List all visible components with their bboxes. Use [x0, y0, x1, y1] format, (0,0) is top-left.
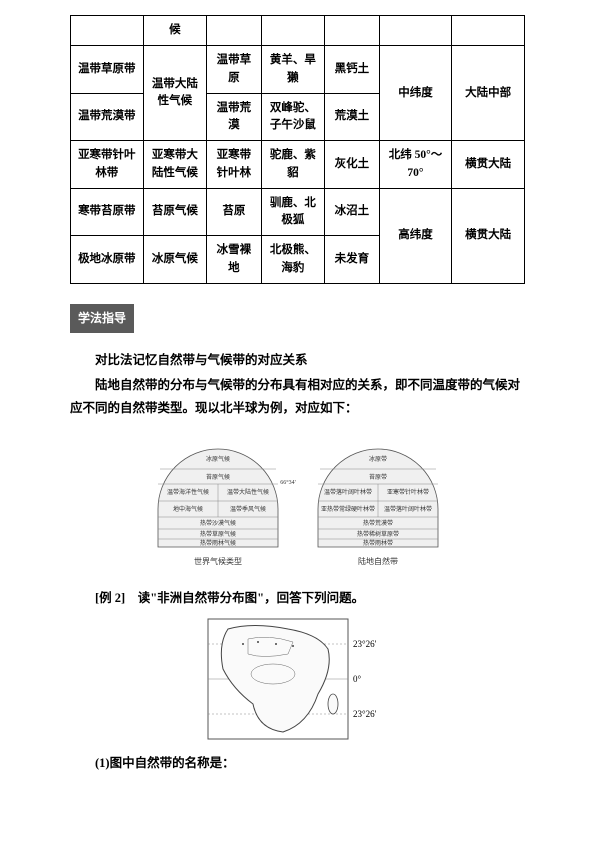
- svg-text:0°: 0°: [353, 674, 362, 684]
- subtitle: 对比法记忆自然带与气候带的对应关系: [70, 349, 525, 368]
- natural-zone-table: 候 温带草原带 温带大陆性气候 温带草原 黄羊、旱獭 黑钙土 中纬度 大陆中部 …: [70, 15, 525, 284]
- table-cell: 驯鹿、北极狐: [261, 188, 325, 236]
- svg-text:温带落叶阔叶林带: 温带落叶阔叶林带: [323, 488, 371, 496]
- example-title: [例 2] 读"非洲自然带分布图"，回答下列问题。: [70, 587, 525, 606]
- table-cell: 寒带苔原带: [71, 188, 144, 236]
- table-cell: 驼鹿、紫貂: [261, 141, 325, 189]
- table-cell: 温带荒漠带: [71, 93, 144, 141]
- svg-text:冰原带: 冰原带: [368, 455, 386, 463]
- svg-text:热带草原气候: 热带草原气候: [199, 530, 235, 538]
- table-cell: 黄羊、旱獭: [261, 46, 325, 94]
- paragraph: 陆地自然带的分布与气候带的分布具有相对应的关系，即不同温度带的气候对应不同的自然…: [70, 374, 525, 422]
- table-cell: 中纬度: [379, 46, 452, 141]
- table-cell: 高纬度: [379, 188, 452, 283]
- table-cell: 横贯大陆: [452, 188, 525, 283]
- svg-text:冰原气候: 冰原气候: [205, 455, 229, 463]
- svg-text:66°34': 66°34': [280, 479, 295, 486]
- svg-text:地中海气候: 地中海气候: [172, 505, 202, 513]
- svg-text:亚热带常绿硬叶林带: 亚热带常绿硬叶林带: [320, 505, 374, 513]
- table-cell: 冰沼土: [325, 188, 379, 236]
- table-cell: 北纬 50°～70°: [379, 141, 452, 189]
- table-cell: 双峰驼、子午沙鼠: [261, 93, 325, 141]
- table-cell: 亚寒带针叶林带: [71, 141, 144, 189]
- svg-text:苔原带: 苔原带: [368, 473, 386, 481]
- climate-zone-diagram: 冰原气候 苔原气候 温带海洋性气候 温带大陆性气候 地中海气候 温带季风气候 热…: [138, 429, 458, 579]
- svg-text:热带雨林气候: 热带雨林气候: [199, 539, 235, 547]
- svg-text:温带海洋性气候: 温带海洋性气候: [166, 488, 208, 496]
- table-cell: 冰雪裸地: [207, 236, 261, 284]
- table-cell: 未发育: [325, 236, 379, 284]
- svg-text:温带大陆性气候: 温带大陆性气候: [226, 488, 268, 496]
- table-cell: 温带荒漠: [207, 93, 261, 141]
- table-cell: 温带大陆性气候: [143, 46, 207, 141]
- table-cell: 冰原气候: [143, 236, 207, 284]
- question-1: (1)图中自然带的名称是：: [70, 752, 525, 771]
- cell-empty: [71, 16, 144, 46]
- table-cell: 大陆中部: [452, 46, 525, 141]
- svg-text:23°26': 23°26': [353, 639, 377, 649]
- table-cell: 温带草原: [207, 46, 261, 94]
- svg-text:热带雨林带: 热带雨林带: [362, 539, 392, 547]
- africa-map: 23°26' 0° 23°26': [198, 614, 398, 744]
- svg-text:热带荒漠带: 热带荒漠带: [362, 519, 392, 527]
- table-cell: 灰化土: [325, 141, 379, 189]
- table-cell: 荒漠土: [325, 93, 379, 141]
- table-cell: 亚寒带大陆性气候: [143, 141, 207, 189]
- table-cell: 极地冰原带: [71, 236, 144, 284]
- method-badge: 学法指导: [70, 304, 134, 333]
- table-cell: 亚寒带针叶林: [207, 141, 261, 189]
- table-cell: 黑钙土: [325, 46, 379, 94]
- table-cell: 横贯大陆: [452, 141, 525, 189]
- svg-text:世界气候类型: 世界气候类型: [194, 556, 242, 566]
- svg-text:亚寒带针叶林带: 亚寒带针叶林带: [386, 488, 428, 496]
- svg-text:陆地自然带: 陆地自然带: [358, 556, 398, 566]
- svg-text:23°26': 23°26': [353, 709, 377, 719]
- cell-climate-suffix: 候: [143, 16, 207, 46]
- svg-text:温带季风气候: 温带季风气候: [229, 505, 265, 513]
- svg-text:苔原气候: 苔原气候: [205, 473, 229, 481]
- svg-text:热带稀树草原带: 热带稀树草原带: [356, 530, 398, 538]
- table-cell: 北极熊、海豹: [261, 236, 325, 284]
- svg-text:温带落叶阔叶林带: 温带落叶阔叶林带: [383, 505, 431, 513]
- table-cell: 苔原: [207, 188, 261, 236]
- table-cell: 苔原气候: [143, 188, 207, 236]
- svg-text:热带沙漠气候: 热带沙漠气候: [199, 519, 235, 527]
- table-cell: 温带草原带: [71, 46, 144, 94]
